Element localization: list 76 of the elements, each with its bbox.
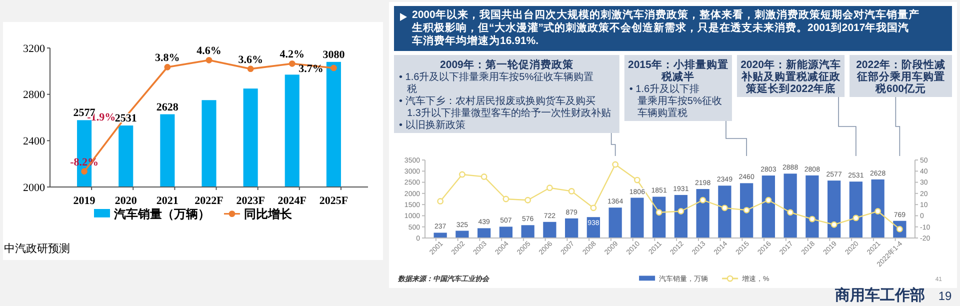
bar: [652, 196, 666, 238]
point: [787, 209, 794, 216]
text: 19: [938, 289, 952, 303]
point: [206, 56, 212, 64]
point: [808, 216, 816, 222]
text: 2015年：小排量购置税减半 • 1.6升及以下排量乘用车按5%征收车辆购置税: [628, 58, 728, 119]
y-tick-label: 2800: [23, 89, 46, 102]
point: [524, 196, 532, 204]
bar: [608, 208, 622, 238]
bar: [565, 218, 578, 238]
bar: [674, 194, 688, 238]
bar: [630, 198, 644, 238]
y-tick-label: 2000: [23, 182, 46, 194]
bar: [696, 189, 710, 238]
y-tick-label: 3200: [23, 42, 46, 55]
x-tick-label: 2023F: [236, 195, 266, 207]
data-label: 3.6%: [238, 54, 263, 66]
point: [546, 184, 553, 192]
data-label: -8.2%: [70, 156, 99, 168]
y-tick-label: 2400: [23, 136, 46, 148]
data-label: 2628: [156, 101, 179, 114]
point: [568, 188, 575, 194]
x-tick-label: 2022F: [194, 195, 224, 207]
point: [590, 204, 597, 212]
data-label: 4.2%: [280, 48, 305, 61]
x-tick-label: 2020: [114, 195, 138, 207]
point: [852, 214, 860, 222]
point: [721, 204, 728, 212]
bar: [871, 179, 884, 238]
bar: [434, 232, 447, 238]
point: [502, 196, 510, 202]
legend-label: 汽车销量（万辆）: [113, 207, 210, 221]
point: [830, 221, 838, 228]
point: [874, 208, 882, 214]
text: 2009年：第一轮促消费政策 • 1.6升及以下排量乘用车按5%征收车辆购置税 • 汽车下乡：农村居民报废或换购货车及购买1.3升以下排量微型客车的给予一次性财政补贴 • 以旧换新政策: [399, 58, 611, 131]
point: [765, 196, 772, 204]
bar: [499, 226, 512, 238]
bar: [543, 222, 556, 238]
legend-label: 同比增长: [244, 207, 293, 221]
point: [288, 60, 296, 67]
point: [634, 176, 640, 184]
bar: [718, 186, 732, 238]
x-tick-label: 2021: [156, 195, 178, 207]
data-label: 3.8%: [155, 52, 180, 64]
text: 2020年：新能源汽车补贴及购置税减征政策延长到2022年底: [740, 58, 842, 95]
data-label: 3.7%: [298, 62, 324, 75]
point: [743, 206, 750, 214]
bar: [849, 182, 862, 238]
point: [612, 161, 619, 168]
point: [700, 196, 706, 204]
point: [458, 171, 466, 178]
bar: [478, 228, 491, 238]
bar: [762, 176, 775, 238]
point: [678, 208, 684, 214]
point: [656, 209, 662, 216]
text: 2022年：阶段性减征部分乘用车购置税600亿元: [856, 58, 946, 95]
bar: [456, 230, 469, 238]
point: [330, 64, 337, 72]
bar: [740, 183, 754, 238]
bar: [828, 180, 841, 238]
data-label: 4.6%: [196, 45, 222, 58]
bar: [806, 175, 819, 238]
text: 中汽政研预测: [4, 242, 70, 255]
bar: [521, 225, 534, 238]
point: [480, 174, 488, 180]
bar: [784, 174, 797, 238]
point: [81, 168, 88, 175]
x-tick-label: 2025F: [319, 195, 348, 207]
point: [437, 198, 444, 204]
x-tick-label: 2024F: [278, 195, 307, 207]
chart-title: 2000年以来，我国共出台四次大规模的刺激汽车消费政策，整体来看，刺激消费政策短期会对汽车销量产生积极影响，但“大水漫灌”式的刺激政策不会创造新需求，只是在透支未来消费。2001到2017年我国汽车消费年均增速为16.91%.: [411, 8, 920, 47]
point: [164, 64, 171, 70]
point: [247, 66, 254, 72]
data-label: 3080: [322, 48, 346, 61]
x-tick-label: 2019: [73, 195, 96, 207]
text: 商用车工作部: [834, 286, 925, 304]
